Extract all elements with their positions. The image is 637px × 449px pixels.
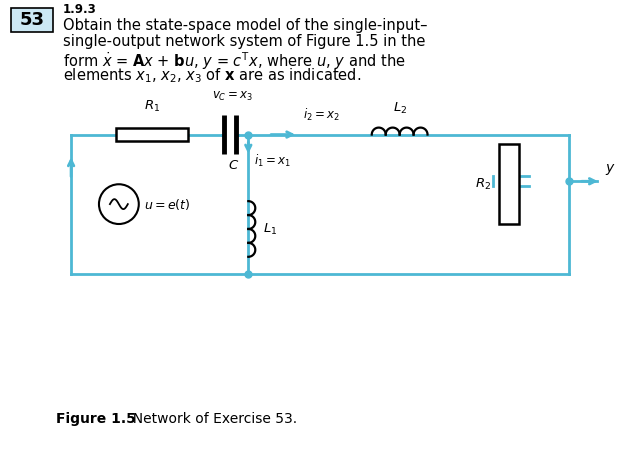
Text: $L_2$: $L_2$ (392, 101, 407, 116)
Text: $y$: $y$ (605, 162, 615, 177)
Text: Obtain the state-space model of the single-input–: Obtain the state-space model of the sing… (63, 18, 427, 33)
Text: $v_C = x_3$: $v_C = x_3$ (212, 90, 253, 103)
Text: elements $x_1$, $x_2$, $x_3$ of $\mathbf{x}$ are as indicated.: elements $x_1$, $x_2$, $x_3$ of $\mathbf… (63, 66, 361, 85)
Bar (116, 128, 187, 141)
Circle shape (99, 184, 139, 224)
Text: Figure 1.5: Figure 1.5 (56, 412, 136, 426)
Text: 53: 53 (20, 11, 45, 29)
Bar (499, 145, 519, 224)
Text: $i_2 = x_2$: $i_2 = x_2$ (303, 106, 340, 123)
Text: $C$: $C$ (228, 159, 239, 172)
Bar (11, 9, 53, 32)
Text: $L_1$: $L_1$ (263, 221, 278, 237)
Text: $R_2$: $R_2$ (475, 177, 491, 192)
Text: $i_1 = x_1$: $i_1 = x_1$ (254, 153, 291, 168)
Text: 1.9.3: 1.9.3 (63, 4, 97, 16)
Text: $u = e(t)$: $u = e(t)$ (144, 197, 190, 211)
Text: $R_1$: $R_1$ (143, 99, 160, 114)
Text: single-output network system of Figure 1.5 in the: single-output network system of Figure 1… (63, 34, 426, 49)
Text: form $\dot{x}$ = $\mathbf{A}x$ + $\mathbf{b}u$, $y$ = $c^\mathrm{T}x$, where $u$: form $\dot{x}$ = $\mathbf{A}x$ + $\mathb… (63, 50, 406, 72)
Text: Network of Exercise 53.: Network of Exercise 53. (124, 412, 297, 426)
